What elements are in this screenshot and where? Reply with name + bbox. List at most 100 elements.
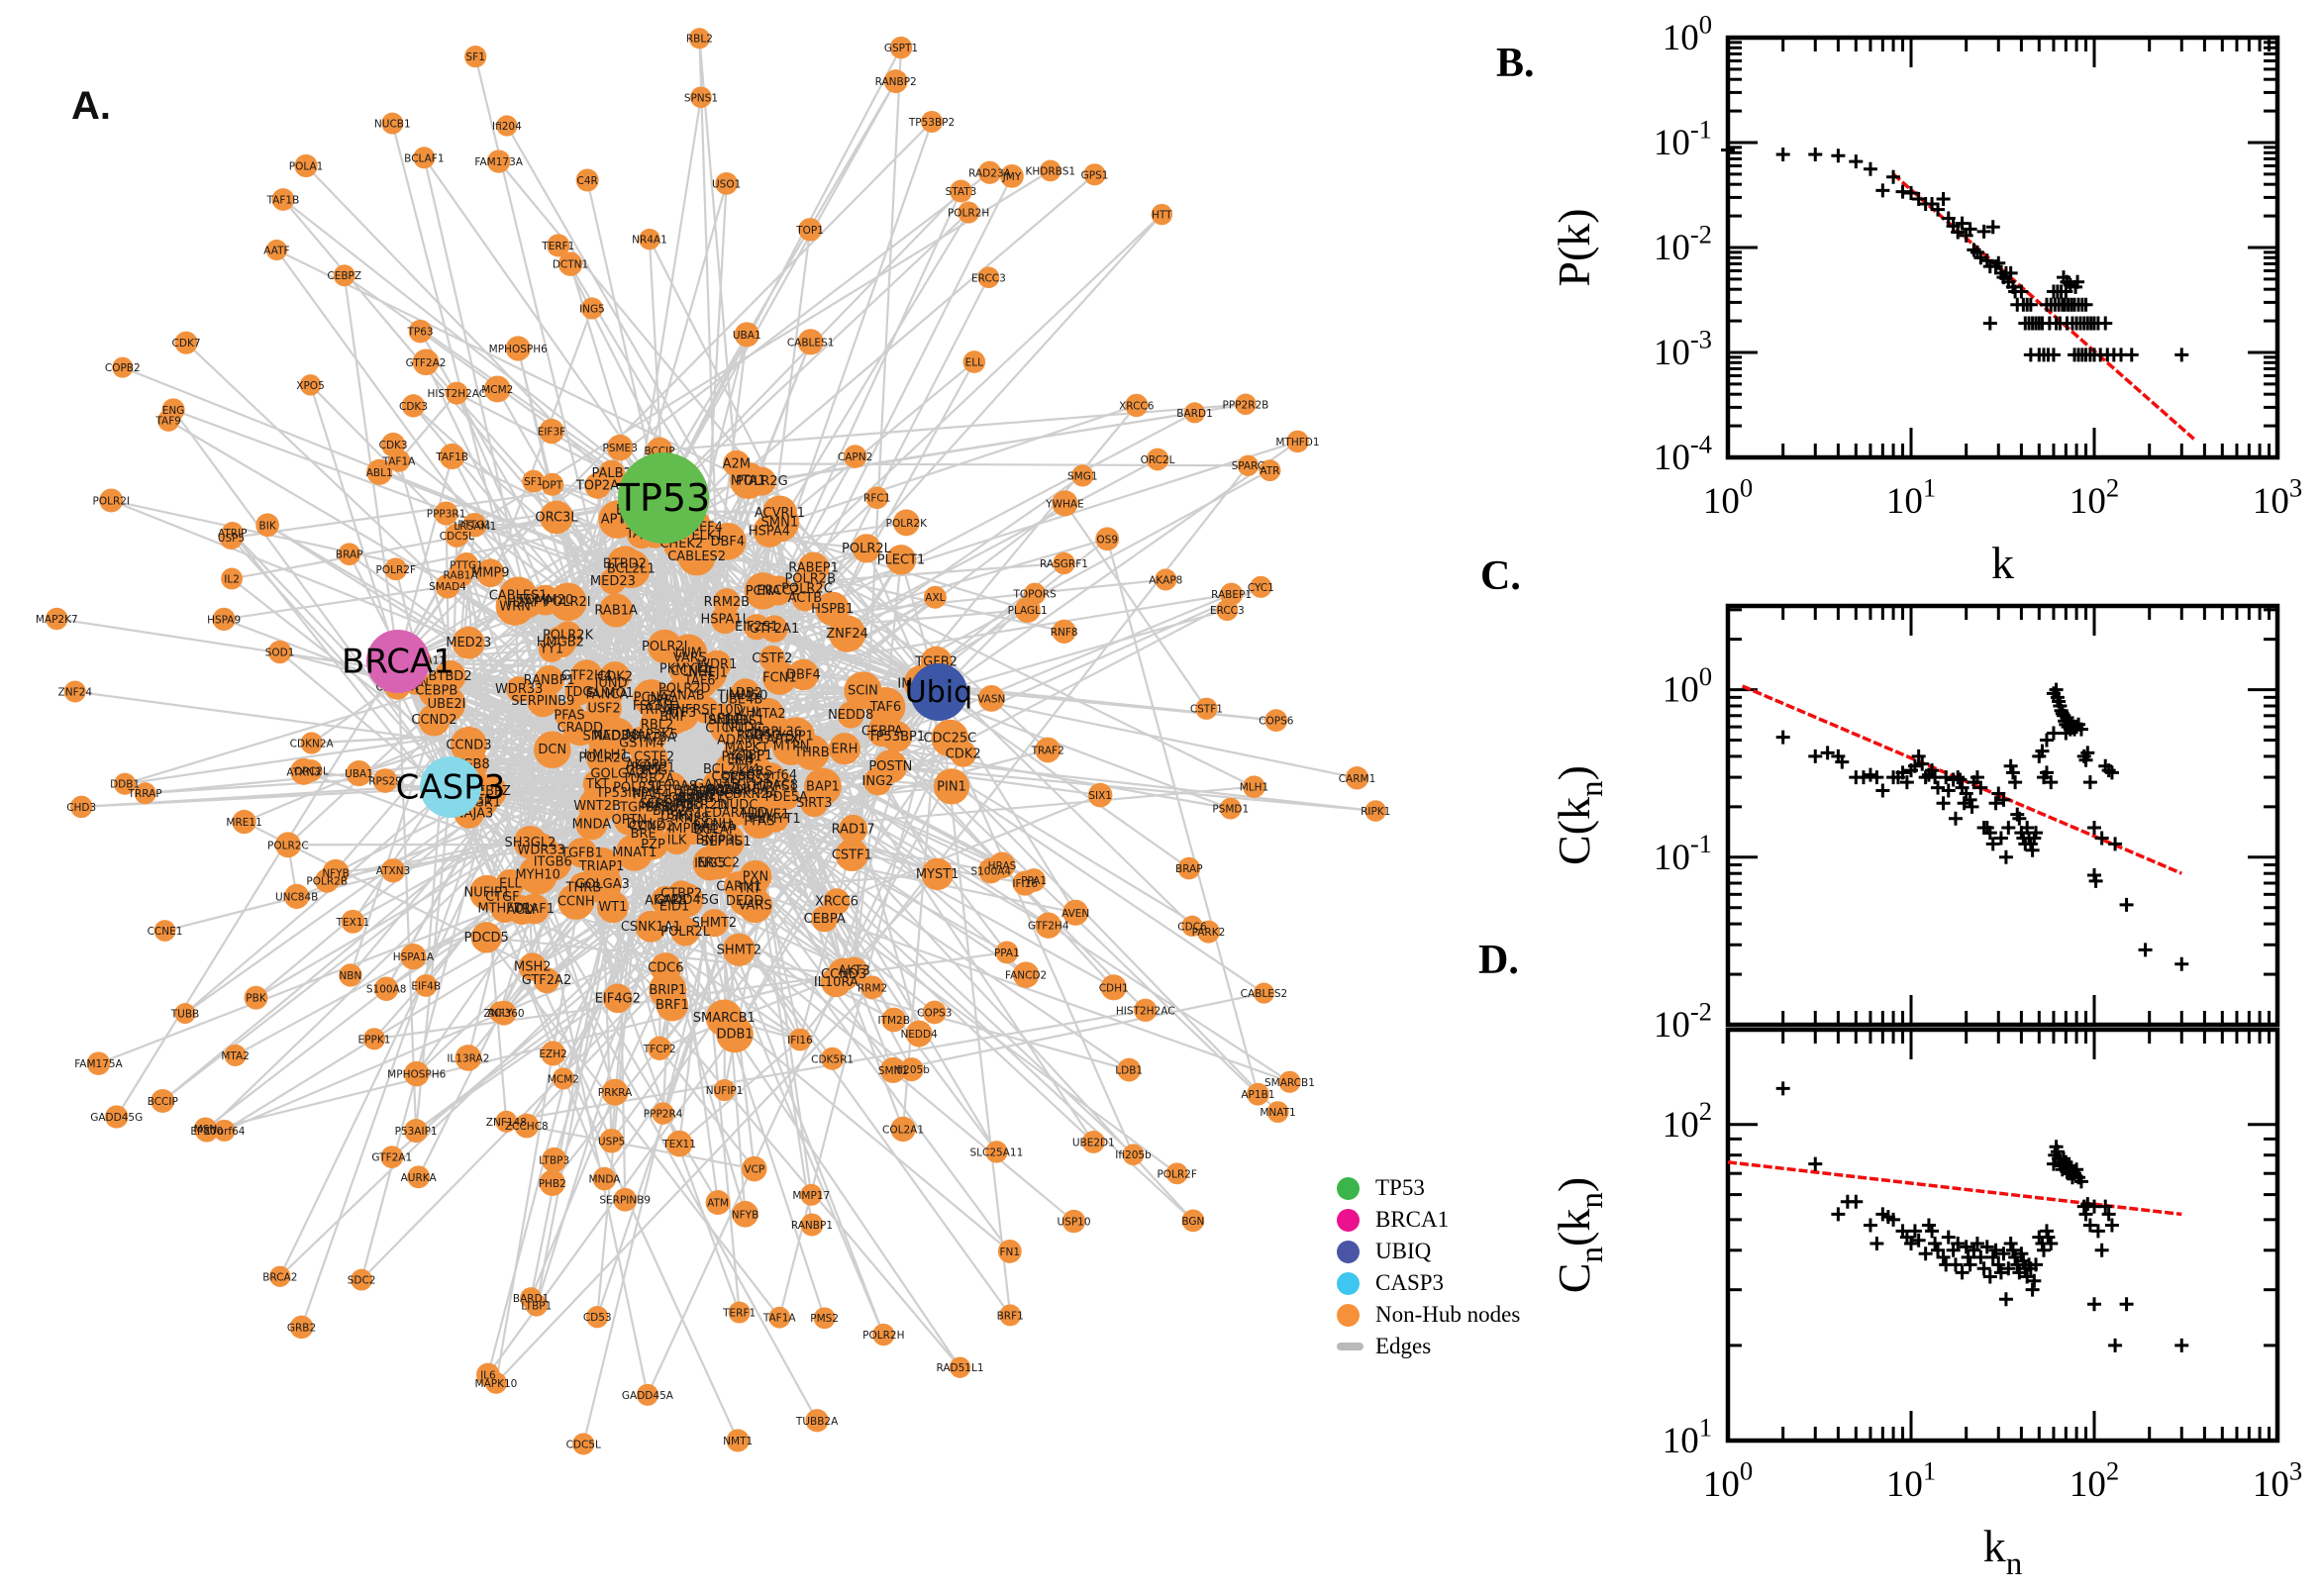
plot-frame — [1725, 35, 2280, 460]
legend-item-label: CASP3 — [1375, 1270, 1445, 1295]
network-node — [821, 1047, 845, 1070]
network-edge — [823, 737, 952, 920]
network-edge — [884, 559, 903, 708]
network-node — [300, 732, 323, 754]
network-edge — [1106, 539, 1260, 1095]
data-point-marker — [1808, 748, 1823, 763]
network-node — [341, 909, 365, 934]
network-node — [518, 952, 547, 981]
data-point-marker — [2124, 348, 2139, 362]
legend-item-label: BRCA1 — [1375, 1207, 1450, 1232]
network-node — [213, 1119, 236, 1142]
y-tick-label: 10-1 — [1654, 114, 1712, 163]
y-axis-label: P(k) — [1549, 208, 1599, 286]
network-edge — [497, 160, 940, 693]
data-point-marker — [1869, 1237, 1884, 1251]
data-point-marker — [2138, 943, 2153, 957]
network-edge — [450, 521, 781, 788]
network-node — [715, 171, 739, 195]
network-edge — [761, 213, 1163, 592]
network-node — [346, 760, 372, 787]
network-edge — [231, 484, 598, 540]
data-point-marker — [2001, 821, 2016, 836]
axis-ticks — [1726, 606, 2279, 1027]
network-edge — [206, 969, 855, 1133]
data-point-marker — [2003, 1237, 2018, 1251]
legend-item-brca1: BRCA1 — [1337, 1204, 1520, 1236]
x-tick-label: 102 — [2070, 1455, 2119, 1505]
network-node — [274, 832, 301, 858]
y-axis-label: C(kn) — [1549, 765, 1610, 865]
network-node — [977, 266, 1000, 289]
network-edge — [901, 691, 941, 1130]
network-node — [224, 1044, 247, 1066]
network-edge — [678, 1039, 801, 1145]
data-point-marker — [1808, 148, 1823, 162]
network-node — [544, 626, 576, 658]
network-edge — [778, 691, 941, 1318]
legend-item-casp3: CASP3 — [1337, 1267, 1520, 1299]
legend-item-label: UBIQ — [1375, 1239, 1432, 1263]
network-node — [269, 1265, 291, 1287]
network-node — [879, 1056, 907, 1083]
network-node — [1264, 709, 1288, 733]
node-swatch-icon — [1337, 1303, 1360, 1327]
data-point-marker — [2008, 775, 2023, 790]
network-node — [1246, 1082, 1269, 1106]
network-node — [728, 1301, 751, 1324]
network-node — [1235, 393, 1257, 416]
data-point-marker — [1955, 1265, 1970, 1280]
network-node — [244, 985, 268, 1010]
network-node — [299, 374, 322, 396]
network-node — [294, 153, 318, 178]
network-edge — [662, 80, 897, 499]
network-node — [232, 809, 256, 835]
network-node — [1081, 1130, 1105, 1153]
network-node — [1125, 393, 1149, 418]
network-edge — [741, 469, 1270, 758]
y-tick-label: 10-2 — [1654, 996, 1712, 1046]
network-edge — [938, 609, 1228, 694]
plot-panel-C: 100 10-1 10-2 C(kn) — [1549, 603, 2280, 1046]
x-tick-label: 101 — [1886, 472, 1936, 522]
network-legend: TP53 BRCA1 UBIQ CASP3 Non-Hub nodes Edges — [1337, 1172, 1520, 1362]
network-node — [1053, 551, 1075, 575]
data-point-marker — [1856, 770, 1870, 785]
legend-item-label: Non-Hub nodes — [1375, 1302, 1521, 1327]
network-node — [652, 1102, 674, 1125]
network-node — [414, 973, 438, 997]
data-point-marker — [1948, 1257, 1963, 1272]
network-node — [1219, 797, 1242, 820]
x-axis-label: k — [1991, 538, 2014, 588]
node-swatch-icon — [1337, 1176, 1360, 1200]
network-node — [506, 676, 533, 703]
network-node — [384, 557, 408, 581]
data-point-marker — [2003, 758, 2018, 773]
data-point-marker — [1953, 772, 1968, 787]
network-node — [221, 522, 244, 544]
y-tick-label: 10-2 — [1654, 219, 1712, 268]
network-node — [889, 36, 913, 59]
edge-swatch-icon — [1337, 1343, 1364, 1350]
network-edge — [768, 360, 975, 533]
network-node — [134, 782, 156, 805]
data-point-marker — [2094, 1243, 2109, 1257]
network-node — [828, 733, 861, 765]
network-node — [265, 239, 288, 261]
data-point-marker — [2036, 1243, 2051, 1257]
network-node — [333, 264, 355, 287]
data-point-marker — [2046, 726, 2061, 741]
network-edge — [396, 455, 454, 662]
network-node — [112, 356, 134, 378]
legend-item-label: TP53 — [1375, 1175, 1425, 1200]
data-point-marker — [1849, 1194, 1864, 1209]
legend-item-non-hub-nodes: Non-Hub nodes — [1337, 1299, 1520, 1331]
data-point-marker — [1775, 1081, 1790, 1096]
data-point-marker — [1849, 154, 1864, 169]
data-point-marker — [2098, 316, 2113, 331]
network-node — [1035, 912, 1061, 939]
data-points — [1721, 143, 2189, 362]
